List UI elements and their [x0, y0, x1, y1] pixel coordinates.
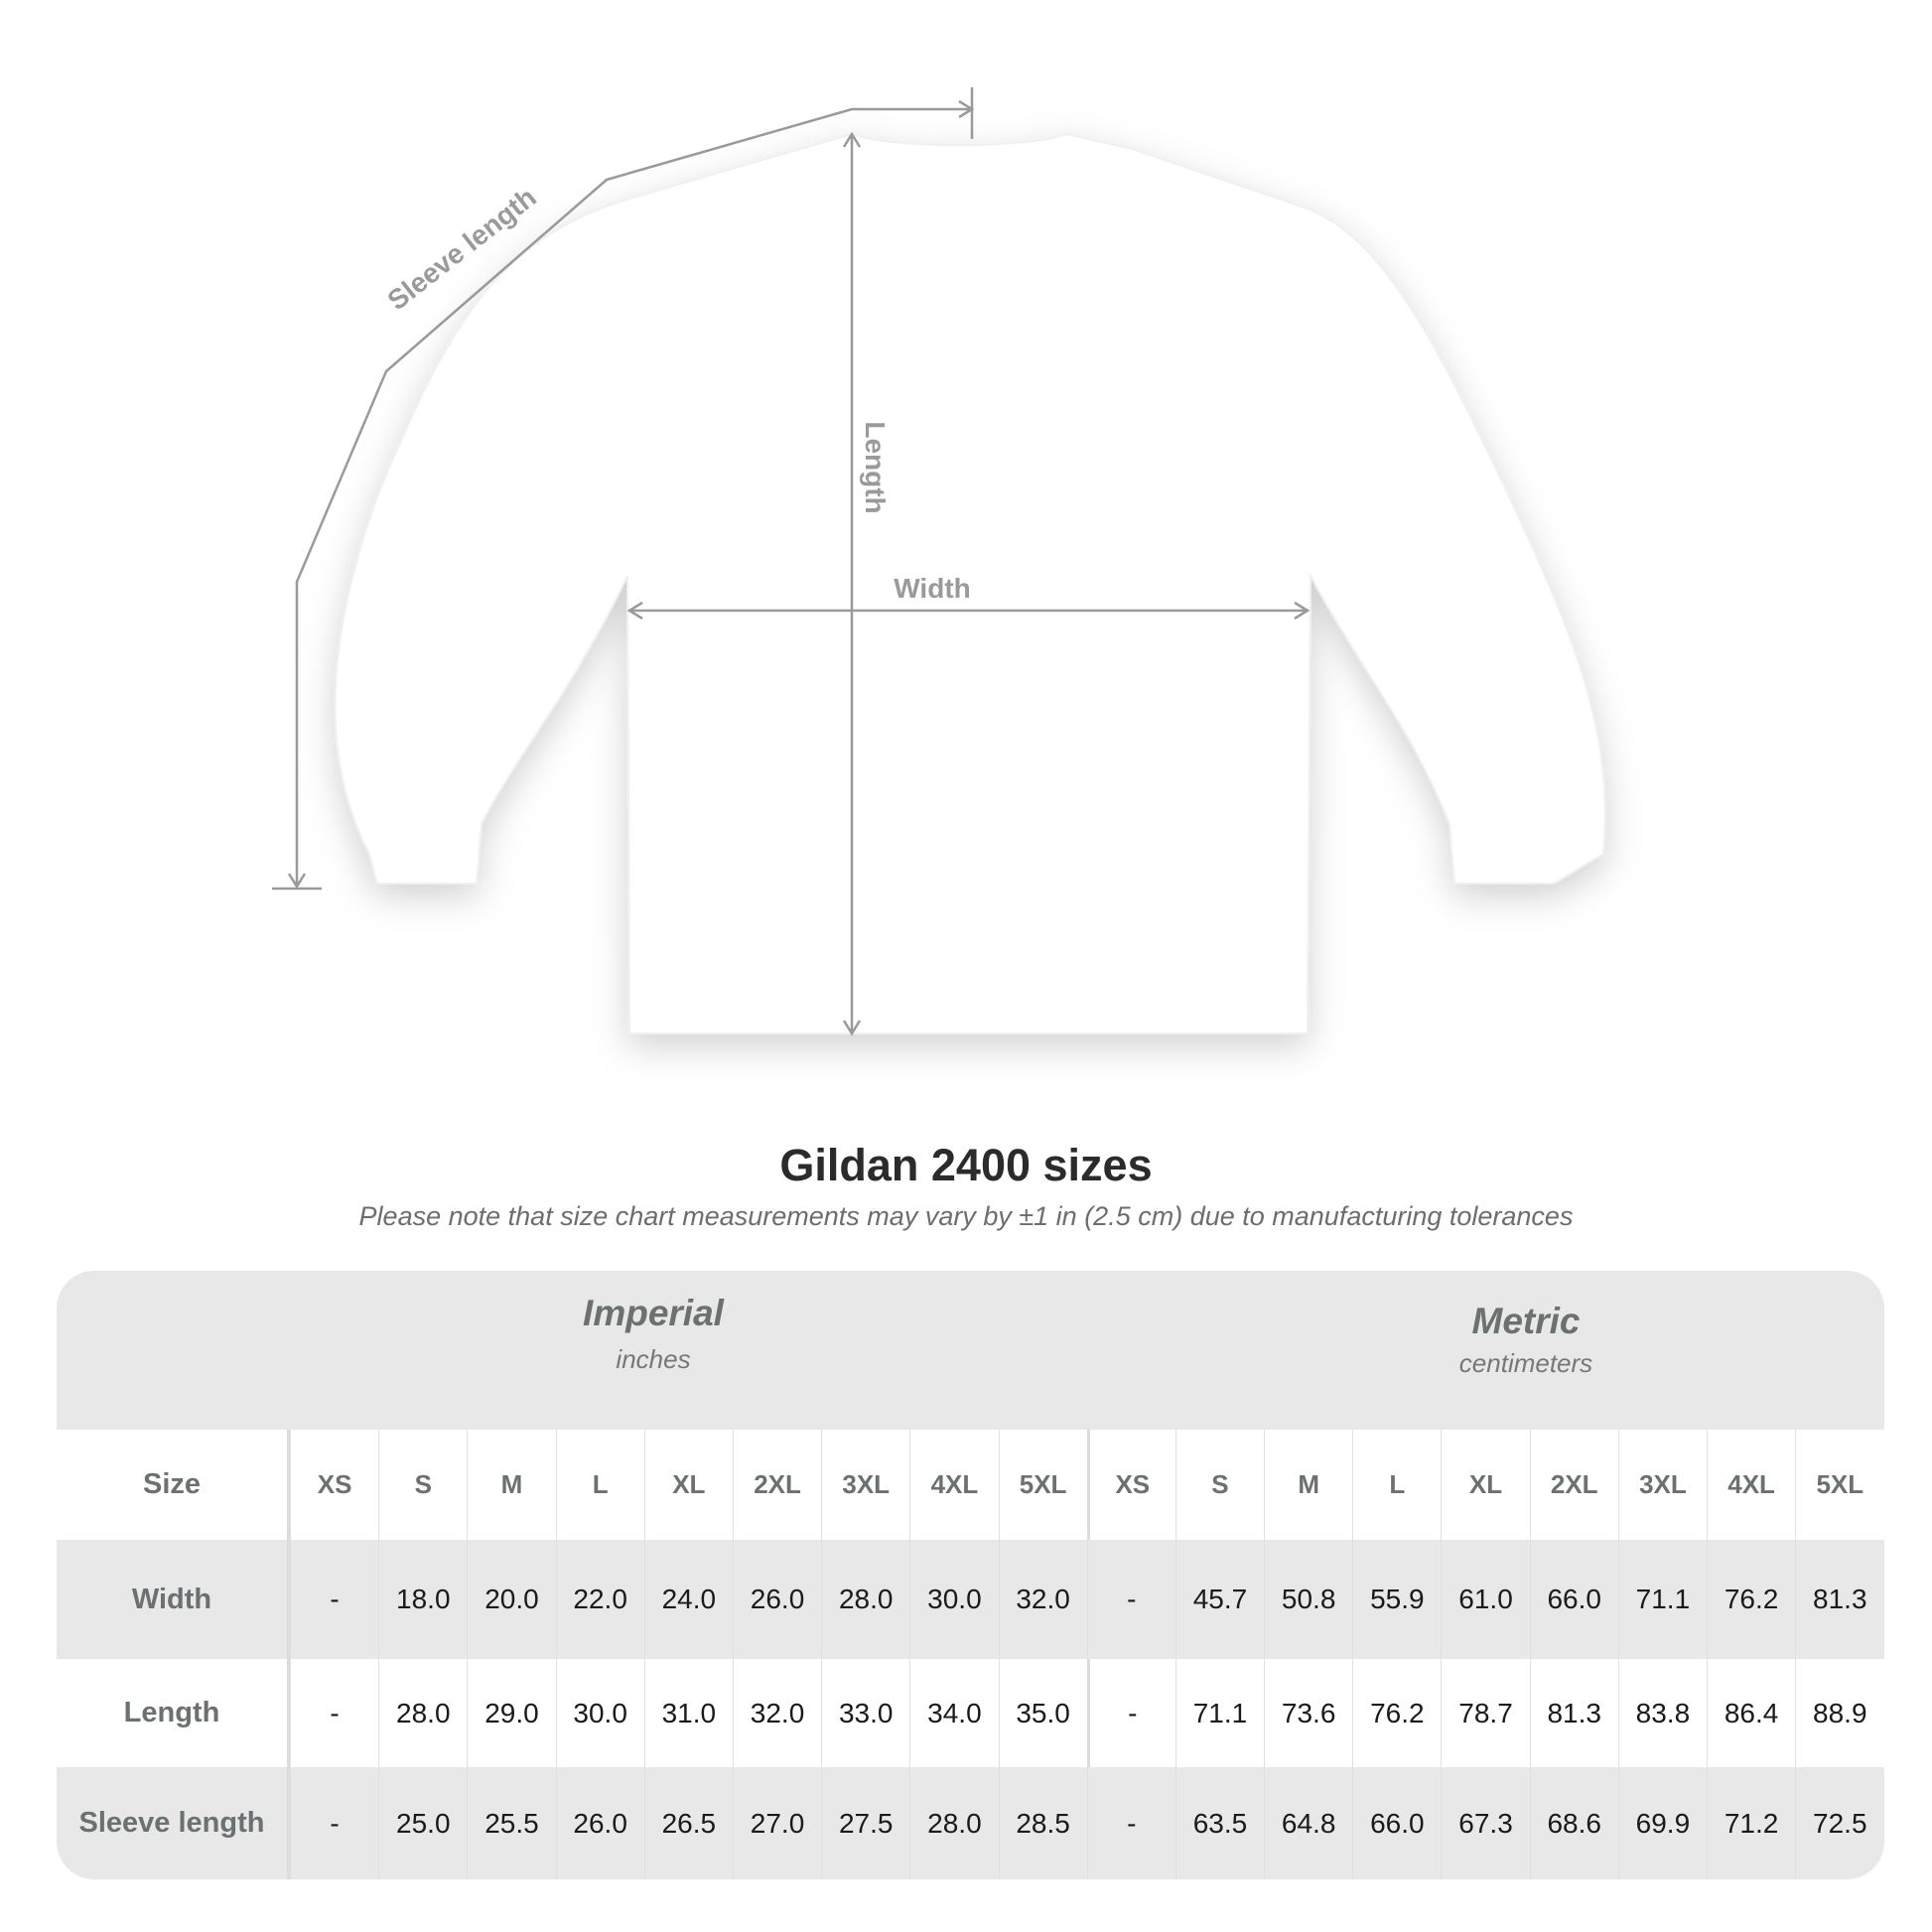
size-header-imperial: 2XL: [732, 1430, 821, 1540]
imperial-value: 20.0: [467, 1540, 555, 1659]
imperial-value: 28.5: [998, 1767, 1087, 1879]
imperial-value: 27.0: [732, 1767, 821, 1879]
width-label: Width: [894, 573, 971, 604]
metric-value: -: [1086, 1767, 1175, 1879]
metric-value: 66.0: [1529, 1540, 1618, 1659]
metric-value: 83.8: [1617, 1659, 1707, 1767]
imperial-value: 33.0: [821, 1659, 909, 1767]
metric-value: 66.0: [1352, 1767, 1441, 1879]
imperial-value: 30.0: [909, 1540, 998, 1659]
metric-value: 71.2: [1707, 1767, 1795, 1879]
imperial-value: 26.5: [643, 1767, 733, 1879]
metric-value: 55.9: [1352, 1540, 1441, 1659]
size-header-imperial: M: [467, 1430, 555, 1540]
size-header-metric: 4XL: [1707, 1430, 1795, 1540]
size-header-metric: 2XL: [1529, 1430, 1618, 1540]
metric-value: 63.5: [1174, 1767, 1264, 1879]
size-header-metric: XS: [1086, 1430, 1175, 1540]
imperial-value: 34.0: [909, 1659, 998, 1767]
metric-value: 67.3: [1441, 1767, 1529, 1879]
metric-value: 64.8: [1264, 1767, 1352, 1879]
imperial-value: 28.0: [821, 1540, 909, 1659]
size-header-imperial: XL: [643, 1430, 733, 1540]
metric-value: 81.3: [1529, 1659, 1618, 1767]
length-label: Length: [860, 421, 891, 513]
metric-header: Metric centimeters: [1458, 1301, 1593, 1378]
size-table: Imperial inches Metric centimeters Size X…: [57, 1271, 1884, 1879]
tolerance-note: Please note that size chart measurements…: [358, 1201, 1574, 1231]
imperial-value: 18.0: [378, 1540, 467, 1659]
imperial-value: 30.0: [555, 1659, 644, 1767]
measurement-lines: [272, 87, 1311, 1036]
imperial-value: 26.0: [732, 1540, 821, 1659]
metric-value: 69.9: [1617, 1767, 1707, 1879]
unit-header: Imperial inches Metric centimeters: [57, 1271, 1884, 1430]
row-label: Length: [57, 1659, 290, 1767]
imperial-value: 35.0: [998, 1659, 1087, 1767]
size-header-metric: M: [1264, 1430, 1352, 1540]
size-header-imperial: 3XL: [821, 1430, 909, 1540]
size-header-imperial: L: [555, 1430, 644, 1540]
imperial-value: 25.0: [378, 1767, 467, 1879]
size-header-metric: S: [1174, 1430, 1264, 1540]
table-row: Length -28.0 29.0 30.0 31.0 32.0 33.0 34.0 35.0-…: [57, 1659, 1884, 1767]
imperial-value: 29.0: [467, 1659, 555, 1767]
metric-value: 50.8: [1264, 1540, 1352, 1659]
shirt-diagram: Sleeve length Length Width: [272, 87, 1606, 1036]
size-row: Size XS S M L XL 2XL 3XL 4XL 5XL XS S M L XL 2XL 3XL 4XL 5…: [57, 1430, 1884, 1540]
size-header-imperial: 4XL: [909, 1430, 998, 1540]
imperial-value: 25.5: [467, 1767, 555, 1879]
sleeve-measure-line: [295, 107, 972, 887]
table-row: Sleeve length -25.0 25.5 26.0 26.5 27.0 27.5 28…: [57, 1767, 1884, 1879]
metric-value: 86.4: [1707, 1659, 1795, 1767]
size-header-imperial: S: [378, 1430, 467, 1540]
metric-value: 88.9: [1795, 1659, 1883, 1767]
imperial-value: 24.0: [643, 1540, 733, 1659]
metric-value: 68.6: [1529, 1767, 1618, 1879]
size-header-imperial: XS: [290, 1430, 378, 1540]
page-title: Gildan 2400 sizes: [779, 1140, 1153, 1190]
imperial-value: 32.0: [998, 1540, 1087, 1659]
size-header-imperial: 5XL: [998, 1430, 1087, 1540]
imperial-value: -: [290, 1659, 378, 1767]
size-header-metric: 5XL: [1795, 1430, 1883, 1540]
metric-value: 45.7: [1174, 1540, 1264, 1659]
imperial-value: 27.5: [821, 1767, 909, 1879]
row-label: Width: [57, 1540, 290, 1659]
long-sleeve-shirt: [334, 132, 1606, 1035]
metric-value: 71.1: [1617, 1540, 1707, 1659]
imperial-header: Imperial inches: [583, 1293, 724, 1374]
metric-value: 81.3: [1795, 1540, 1883, 1659]
metric-value: 78.7: [1441, 1659, 1529, 1767]
metric-value: 61.0: [1441, 1540, 1529, 1659]
metric-value: 71.1: [1174, 1659, 1264, 1767]
imperial-value: 26.0: [555, 1767, 644, 1879]
size-header-metric: XL: [1441, 1430, 1529, 1540]
imperial-value: 22.0: [555, 1540, 644, 1659]
size-label: Size: [57, 1430, 290, 1540]
metric-value: -: [1086, 1659, 1175, 1767]
size-header-metric: L: [1352, 1430, 1441, 1540]
metric-value: -: [1086, 1540, 1175, 1659]
imperial-value: -: [290, 1540, 378, 1659]
imperial-value: 28.0: [909, 1767, 998, 1879]
metric-value: 76.2: [1707, 1540, 1795, 1659]
metric-value: 72.5: [1795, 1767, 1883, 1879]
imperial-value: 28.0: [378, 1659, 467, 1767]
metric-value: 76.2: [1352, 1659, 1441, 1767]
imperial-value: 31.0: [643, 1659, 733, 1767]
imperial-value: 32.0: [732, 1659, 821, 1767]
imperial-value: -: [290, 1767, 378, 1879]
metric-value: 73.6: [1264, 1659, 1352, 1767]
row-label: Sleeve length: [57, 1767, 290, 1879]
table-row: Width -18.0 20.0 22.0 24.0 26.0 28.0 30.0 32.0-4…: [57, 1540, 1884, 1659]
size-header-metric: 3XL: [1617, 1430, 1707, 1540]
